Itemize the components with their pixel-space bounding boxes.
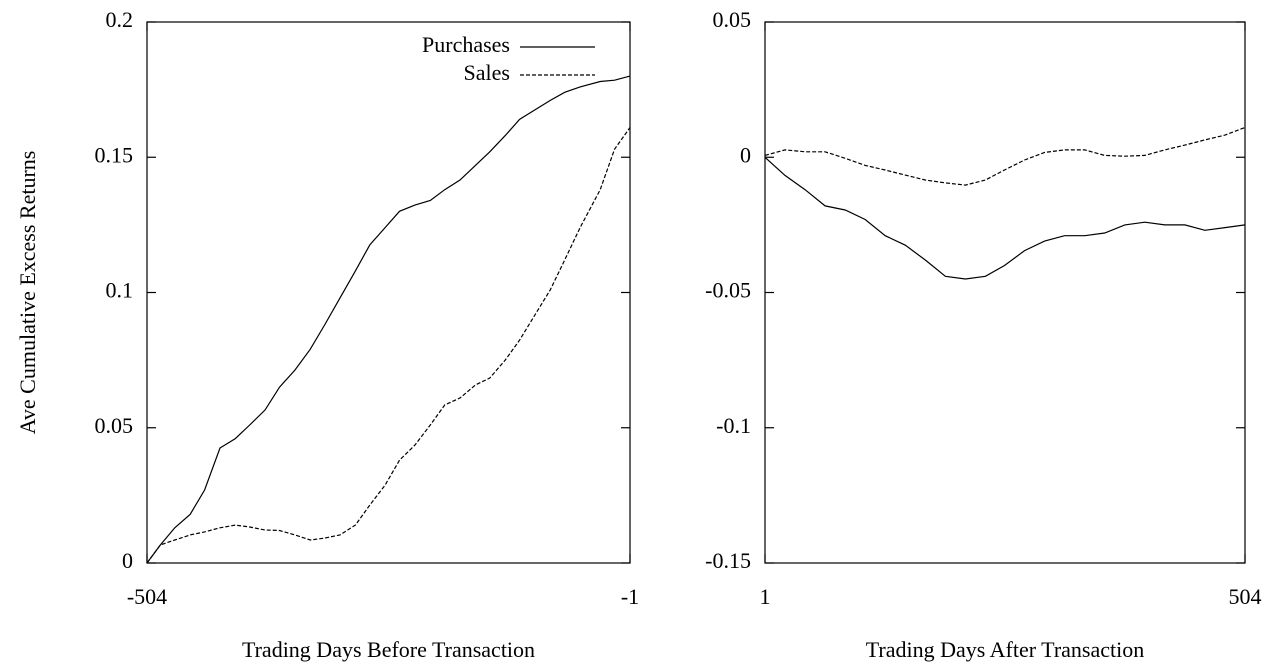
y-tick-label: 0.05: [95, 413, 134, 438]
plot-frame: [764, 21, 1246, 564]
y-tick-label: 0: [740, 142, 751, 167]
x-axis-title: Trading Days After Transaction: [866, 637, 1144, 662]
y-tick-label: 0: [122, 548, 133, 573]
y-tick-label: 0.15: [95, 142, 134, 167]
x-axis-title: Trading Days Before Transaction: [242, 637, 535, 662]
y-tick-label: -0.05: [705, 278, 751, 303]
legend-label: Sales: [464, 60, 510, 85]
legend-label: Purchases: [422, 32, 510, 57]
y-axis-title: Ave Cumulative Excess Returns: [15, 151, 40, 435]
x-tick-label: -1: [621, 584, 639, 609]
x-tick-label: 1: [760, 584, 771, 609]
data-line: [146, 75, 631, 564]
y-tick-label: -0.15: [705, 548, 751, 573]
y-tick-label: 0.2: [106, 7, 134, 32]
data-line: [764, 126, 1246, 186]
y-tick-label: -0.1: [716, 413, 751, 438]
x-tick-label: 504: [1229, 584, 1262, 609]
plot-frame: [146, 21, 631, 564]
data-line: [146, 127, 631, 564]
x-tick-label: -504: [127, 584, 167, 609]
y-tick-label: 0.1: [106, 278, 134, 303]
data-line: [764, 156, 1246, 280]
y-tick-label: 0.05: [713, 7, 752, 32]
